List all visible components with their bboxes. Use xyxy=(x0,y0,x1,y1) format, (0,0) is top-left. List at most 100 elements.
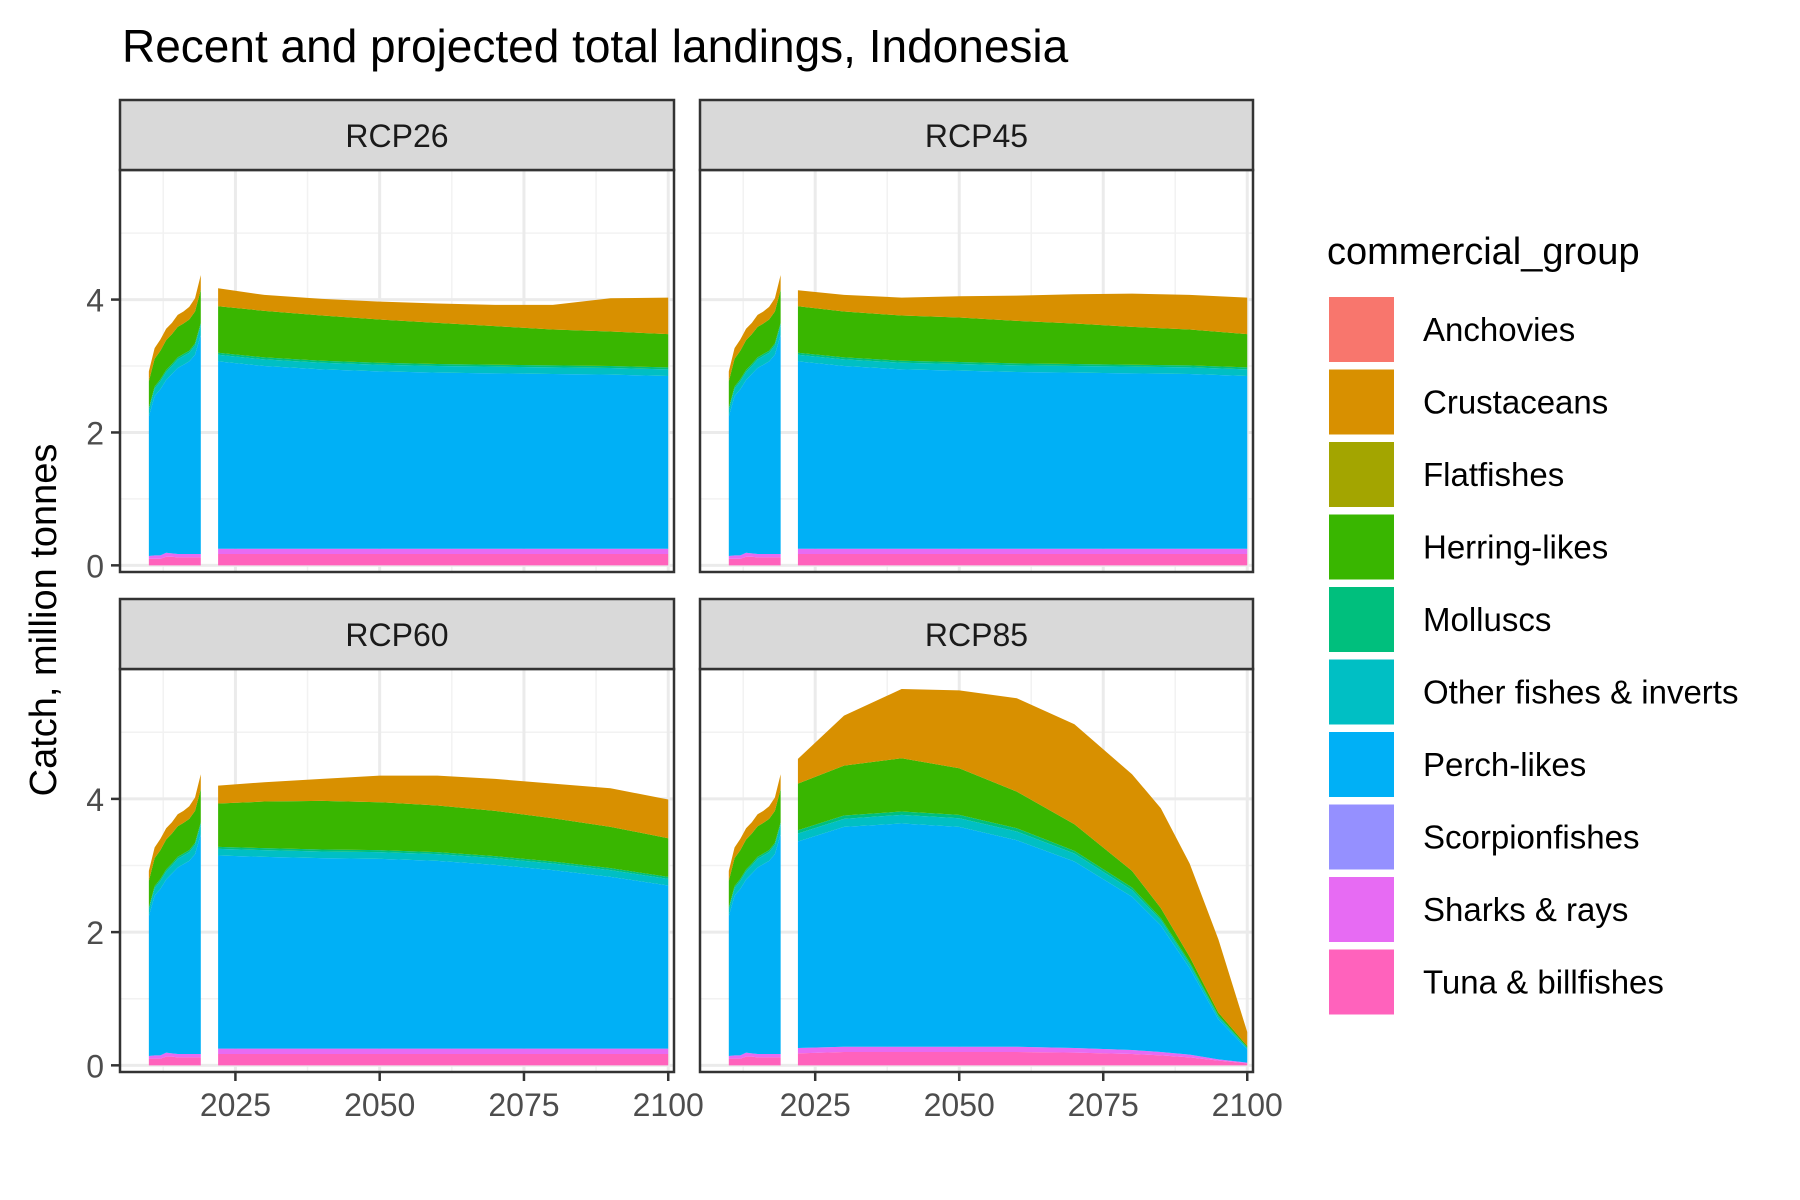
legend-label-flatfishes: Flatfishes xyxy=(1423,456,1564,493)
x-tick-label: 2075 xyxy=(488,1087,559,1123)
facet-strip xyxy=(698,98,1255,172)
facet-panel-rcp85: RCP85 2025 2050 2075 2100 xyxy=(698,597,1283,1123)
area-sharks-rays-projected xyxy=(218,1048,669,1055)
legend-item-herring-likes: Herring-likes xyxy=(1329,514,1608,580)
legend-key-perch-likes xyxy=(1329,732,1394,797)
area-sharks-rays-recent xyxy=(728,552,781,559)
legend-key-herring-likes xyxy=(1329,514,1394,580)
legend-label-sharks-rays: Sharks & rays xyxy=(1423,891,1628,928)
area-sharks-rays-projected xyxy=(797,548,1248,555)
stacked-areas xyxy=(728,274,1248,566)
legend: commercial_group Anchovies Crustaceans Fla… xyxy=(1327,231,1738,1015)
y-tick-label: 4 xyxy=(86,782,104,818)
y-tick-label: 0 xyxy=(86,1048,104,1084)
legend-key-anchovies xyxy=(1329,297,1394,362)
facet-strip xyxy=(118,597,676,671)
legend-item-flatfishes: Flatfishes xyxy=(1329,442,1564,507)
area-sharks-rays-recent xyxy=(728,1052,781,1059)
chart-title: Recent and projected total landings, Ind… xyxy=(122,20,1069,72)
area-other-fishes-inverts-recent xyxy=(728,324,781,417)
legend-key-flatfishes xyxy=(1329,442,1394,507)
legend-label-crustaceans: Crustaceans xyxy=(1423,384,1608,421)
legend-key-crustaceans xyxy=(1329,369,1394,435)
y-tick-label: 0 xyxy=(86,548,104,584)
x-tick-label: 2075 xyxy=(1068,1087,1139,1123)
y-tick-label: 2 xyxy=(86,415,104,451)
area-crustaceans-projected xyxy=(218,775,669,839)
area-sharks-rays-recent xyxy=(148,552,201,559)
area-perch-likes-projected xyxy=(218,361,669,549)
area-herring-likes-recent xyxy=(148,289,201,408)
area-perch-likes-recent xyxy=(148,834,201,1057)
stacked-areas xyxy=(728,688,1248,1066)
legend-key-scorpionfishes xyxy=(1329,804,1394,870)
area-other-fishes-inverts-recent xyxy=(148,324,201,417)
area-other-fishes-inverts-recent xyxy=(148,824,201,917)
legend-items: Anchovies Crustaceans Flatfishes Herring-li… xyxy=(1329,297,1738,1015)
area-crustaceans-recent xyxy=(728,274,781,382)
x-tick-label: 2050 xyxy=(344,1087,415,1123)
x-tick-label: 2100 xyxy=(633,1087,704,1123)
legend-key-sharks-rays xyxy=(1329,877,1394,942)
x-tick-label: 2050 xyxy=(924,1087,995,1123)
area-tuna-billfishes-projected xyxy=(218,1054,669,1066)
area-perch-likes-projected xyxy=(797,361,1248,549)
legend-label-herring-likes: Herring-likes xyxy=(1423,529,1608,566)
area-herring-likes-projected xyxy=(218,306,669,368)
area-crustaceans-projected xyxy=(218,288,669,335)
legend-key-molluscs xyxy=(1329,587,1394,652)
area-perch-likes-projected xyxy=(797,823,1248,1063)
facet-panel-rcp45: RCP45 xyxy=(698,98,1255,574)
area-crustaceans-projected xyxy=(797,688,1248,1047)
facet-strip-label: RCP85 xyxy=(925,617,1028,653)
area-perch-likes-recent xyxy=(728,834,781,1057)
area-sharks-rays-projected xyxy=(797,1046,1248,1064)
area-herring-likes-projected xyxy=(797,758,1248,1048)
legend-label-other-fishes-inverts: Other fishes & inverts xyxy=(1423,674,1738,711)
facet-panel-rcp60: RCP60 0 2 4 2025 2050 2075 2100 xyxy=(86,597,704,1123)
area-herring-likes-projected xyxy=(218,800,669,877)
area-herring-likes-recent xyxy=(728,289,781,408)
area-tuna-billfishes-recent xyxy=(728,556,781,566)
y-tick-label: 2 xyxy=(86,915,104,951)
facet-strip-label: RCP45 xyxy=(925,118,1028,154)
area-tuna-billfishes-recent xyxy=(148,1056,201,1066)
legend-item-perch-likes: Perch-likes xyxy=(1329,732,1586,797)
area-herring-likes-projected xyxy=(797,306,1248,368)
legend-key-other-fishes-inverts xyxy=(1329,659,1394,725)
area-molluscs-projected xyxy=(797,352,1248,370)
x-tick-label: 2025 xyxy=(780,1087,851,1123)
facet-strip-label: RCP26 xyxy=(345,118,448,154)
facet-panel-rcp26: RCP26 0 2 4 xyxy=(86,98,676,584)
facet-strip xyxy=(698,597,1255,671)
legend-key-tuna-billfishes xyxy=(1329,949,1394,1015)
area-herring-likes-recent xyxy=(728,788,781,908)
area-other-fishes-inverts-recent xyxy=(728,824,781,917)
area-molluscs-projected xyxy=(218,846,669,879)
legend-item-sharks-rays: Sharks & rays xyxy=(1329,877,1628,942)
area-tuna-billfishes-projected xyxy=(797,1052,1248,1066)
legend-item-crustaceans: Crustaceans xyxy=(1329,369,1608,435)
y-axis-label: Catch, million tonnes xyxy=(23,444,65,797)
legend-label-molluscs: Molluscs xyxy=(1423,601,1551,638)
area-sharks-rays-recent xyxy=(148,1052,201,1059)
area-sharks-rays-projected xyxy=(218,548,669,555)
legend-label-anchovies: Anchovies xyxy=(1423,311,1575,348)
legend-item-anchovies: Anchovies xyxy=(1329,297,1575,362)
area-crustaceans-recent xyxy=(148,274,201,382)
area-molluscs-projected xyxy=(218,352,669,370)
area-tuna-billfishes-projected xyxy=(218,554,669,566)
legend-item-other-fishes-inverts: Other fishes & inverts xyxy=(1329,659,1738,725)
area-crustaceans-recent xyxy=(728,774,781,881)
area-crustaceans-projected xyxy=(797,290,1248,335)
legend-label-scorpionfishes: Scorpionfishes xyxy=(1423,819,1639,856)
y-tick-label: 4 xyxy=(86,283,104,319)
legend-title: commercial_group xyxy=(1327,231,1640,273)
area-tuna-billfishes-recent xyxy=(728,1056,781,1066)
area-tuna-billfishes-recent xyxy=(148,556,201,566)
area-perch-likes-recent xyxy=(148,334,201,557)
area-herring-likes-recent xyxy=(148,788,201,908)
area-tuna-billfishes-projected xyxy=(797,554,1248,566)
